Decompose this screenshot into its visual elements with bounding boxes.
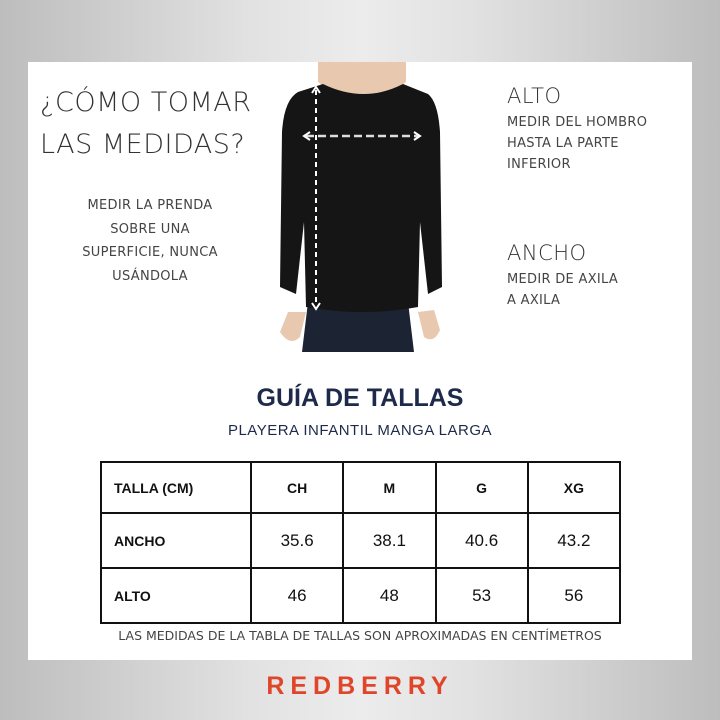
cell: 43.2	[526, 512, 622, 569]
cell: 48	[342, 567, 437, 624]
footnote: LAS MEDIDAS DE LA TABLA DE TALLAS SON AP…	[118, 628, 602, 643]
heading: ¿CÓMO TOMAR LAS MEDIDAS?	[40, 87, 252, 160]
header-cell: G	[434, 461, 529, 514]
guide-title: GUÍA DE TALLAS	[256, 384, 464, 412]
row-label: ANCHO	[100, 512, 252, 569]
shirt-photo	[280, 62, 442, 352]
table-row: ANCHO 35.6 38.1 40.6 43.2	[100, 512, 622, 569]
instruction: MEDIR LA PRENDA SOBRE UNA SUPERFICIE, NU…	[82, 198, 218, 284]
header-cell: CH	[249, 461, 345, 514]
cell: 40.6	[434, 512, 529, 569]
cell: 46	[249, 567, 345, 624]
ancho-desc: MEDIR DE AXILA A AXILA	[507, 272, 619, 308]
alto-info: ALTO MEDIR DEL HOMBRO HASTA LA PARTE INF…	[507, 84, 657, 175]
cell: 38.1	[342, 512, 437, 569]
brand-logo: REDBERRY	[266, 672, 454, 700]
header-cell: M	[342, 461, 437, 514]
ancho-title: ANCHO	[507, 241, 587, 265]
alto-title: ALTO	[507, 84, 562, 108]
table-row: ALTO 46 48 53 56	[100, 567, 622, 624]
size-table: TALLA (CM) CH M G XG ANCHO 35.6 38.1 40.…	[100, 461, 622, 624]
ancho-info: ANCHO MEDIR DE AXILA A AXILA	[507, 241, 627, 311]
header-cell: XG	[526, 461, 622, 514]
cell: 53	[434, 567, 529, 624]
cell: 56	[526, 567, 622, 624]
alto-desc: MEDIR DEL HOMBRO HASTA LA PARTE INFERIOR	[507, 115, 648, 172]
row-label: ALTO	[100, 567, 252, 624]
header-cell: TALLA (CM)	[100, 461, 252, 514]
guide-subtitle: PLAYERA INFANTIL MANGA LARGA	[227, 422, 493, 439]
table-header-row: TALLA (CM) CH M G XG	[100, 461, 622, 514]
cell: 35.6	[249, 512, 345, 569]
